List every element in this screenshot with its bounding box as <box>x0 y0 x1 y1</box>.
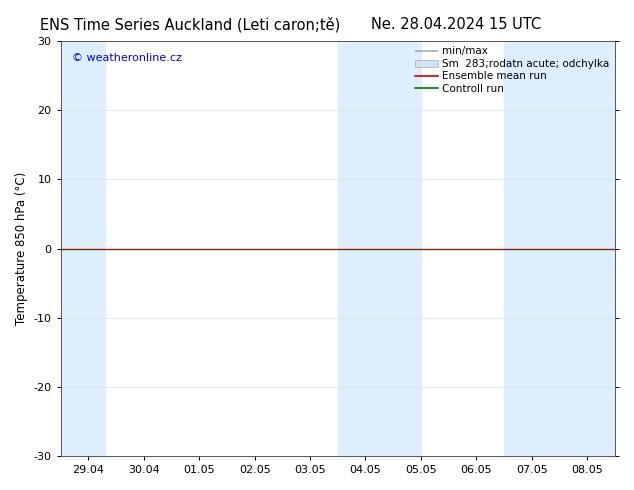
Bar <box>61 41 105 456</box>
Text: Ne. 28.04.2024 15 UTC: Ne. 28.04.2024 15 UTC <box>372 17 541 32</box>
Y-axis label: Temperature 850 hPa (°C): Temperature 850 hPa (°C) <box>15 172 28 325</box>
Text: ENS Time Series Auckland (Leti caron;tě): ENS Time Series Auckland (Leti caron;tě) <box>40 17 340 33</box>
Bar <box>338 41 421 456</box>
Legend: min/max, Sm  283;rodatn acute; odchylka, Ensemble mean run, Controll run: min/max, Sm 283;rodatn acute; odchylka, … <box>413 44 612 96</box>
Text: © weatheronline.cz: © weatheronline.cz <box>72 53 182 64</box>
Bar <box>504 41 615 456</box>
